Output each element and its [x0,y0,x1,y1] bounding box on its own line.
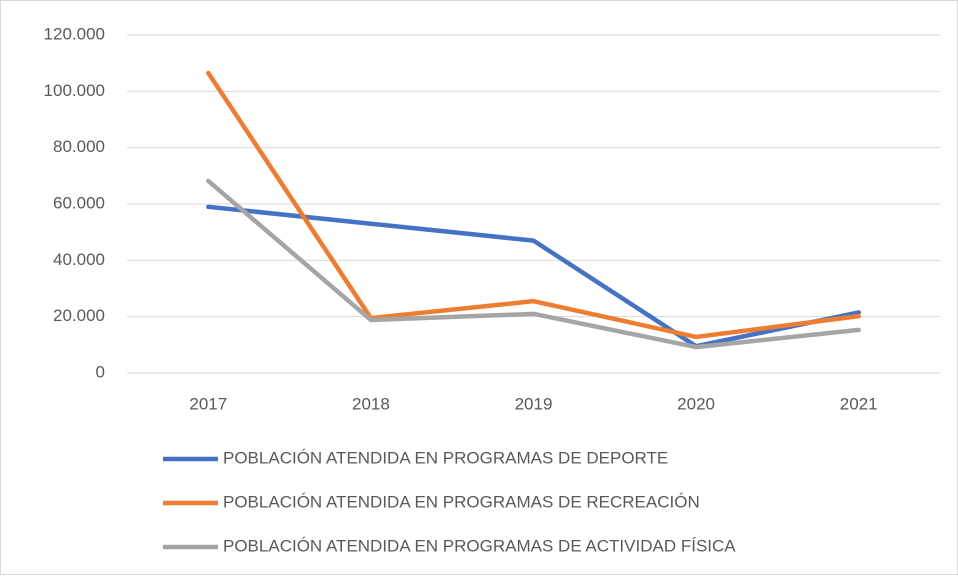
legend-label: POBLACIÓN ATENDIDA EN PROGRAMAS DE DEPOR… [223,448,668,467]
x-tick-label: 2017 [189,394,227,413]
y-tick-label: 40.000 [53,250,105,269]
y-tick-label: 100.000 [44,81,105,100]
y-tick-label: 60.000 [53,193,105,212]
y-tick-label: 20.000 [53,306,105,325]
y-tick-label: 80.000 [53,137,105,156]
legend-label: POBLACIÓN ATENDIDA EN PROGRAMAS DE RECRE… [223,492,700,511]
x-tick-label: 2019 [515,394,553,413]
series-line [206,70,861,340]
y-tick-label: 0 [96,362,105,381]
x-tick-label: 2018 [352,394,390,413]
series-line [206,178,861,350]
x-tick-label: 2020 [677,394,715,413]
series-line [206,204,861,349]
legend-label: POBLACIÓN ATENDIDA EN PROGRAMAS DE ACTIV… [223,536,736,555]
x-tick-label: 2021 [840,394,878,413]
y-tick-label: 120.000 [44,24,105,43]
